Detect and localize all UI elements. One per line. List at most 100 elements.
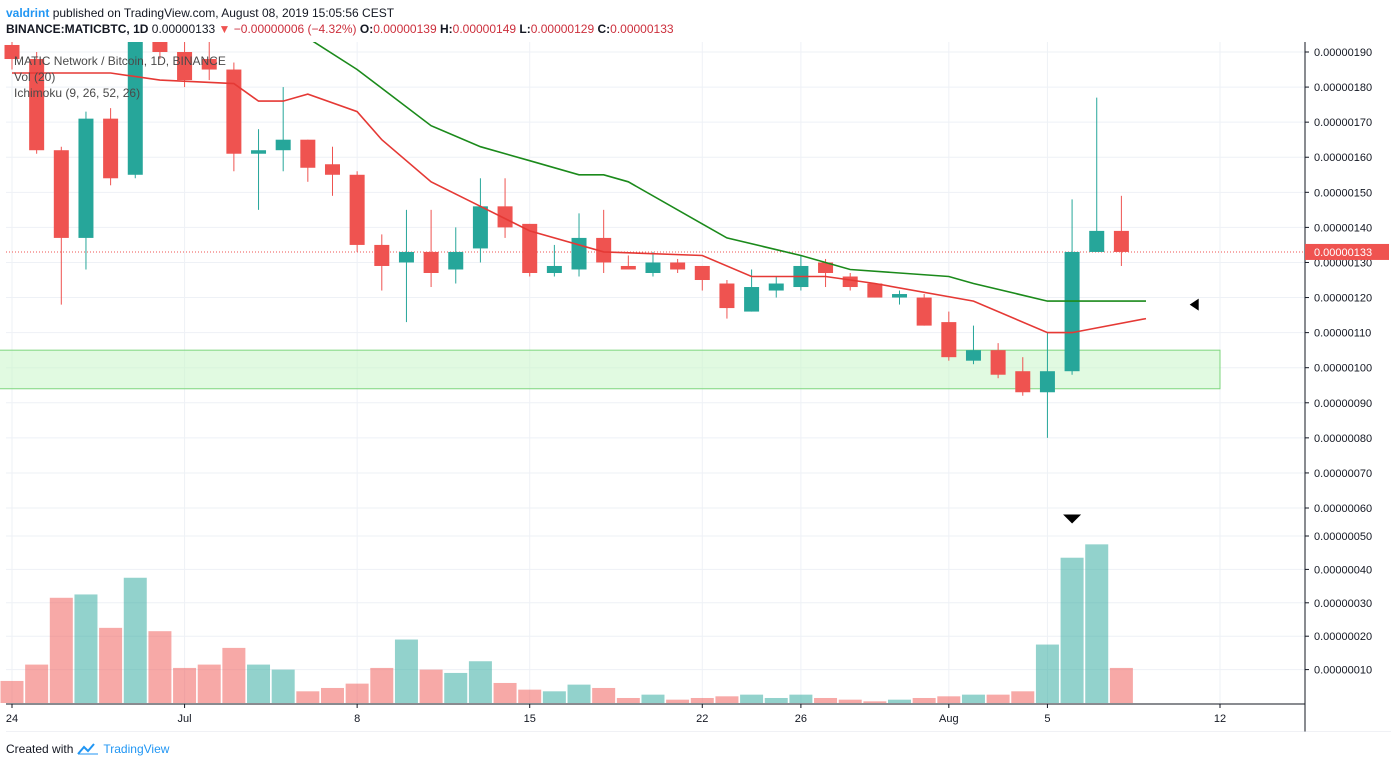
candle-body <box>29 59 45 151</box>
candle-body <box>1064 251 1080 372</box>
price-tick-label: 0.00000190 <box>1314 47 1372 59</box>
candle-body <box>152 42 168 52</box>
candle <box>398 209 414 323</box>
volume-bar <box>888 699 912 703</box>
volume-bar <box>25 664 49 703</box>
candle-body <box>472 206 488 249</box>
candle <box>201 42 217 81</box>
ohlc-header: BINANCE:MATICBTC, 1D 0.00000133 ▼ −0.000… <box>6 22 674 36</box>
candle <box>768 276 784 298</box>
candle <box>29 52 45 154</box>
symbol-label: BINANCE:MATICBTC, 1D <box>6 22 149 36</box>
candle <box>793 255 809 291</box>
support-zone <box>0 349 1221 390</box>
open-label: O: <box>359 22 374 36</box>
legend-volume[interactable]: Vol (20) <box>14 70 56 84</box>
candle-body <box>965 350 981 361</box>
candle <box>546 244 562 277</box>
candle <box>472 178 488 263</box>
ichimoku-base-line <box>312 42 1146 302</box>
candle <box>497 178 513 238</box>
candle-body <box>990 350 1006 375</box>
volume-bar <box>296 691 320 703</box>
candle-body <box>300 139 316 168</box>
candle <box>670 258 686 273</box>
candle-body <box>867 283 883 298</box>
candle <box>645 251 661 277</box>
volume-bar <box>370 667 394 703</box>
volume-tick-label: 0.00000050 <box>1314 531 1372 543</box>
time-tick-label: 12 <box>1214 713 1226 725</box>
candle-body <box>1039 371 1055 393</box>
price-tick-label: 0.00000170 <box>1314 117 1372 129</box>
price-axis: 0.00000060 0.00000070 0.00000080 0.00000090… <box>1305 47 1372 677</box>
time-axis: 24 Jul 8 15 22 26 Aug 5 12 <box>6 704 1226 725</box>
candle-body <box>522 223 538 273</box>
candle <box>300 139 316 182</box>
price-tick-label: 0.00000090 <box>1314 398 1372 410</box>
candle-body <box>916 297 932 326</box>
candle-body <box>349 174 365 245</box>
candle <box>1015 357 1031 396</box>
volume-bar <box>863 701 887 703</box>
time-tick-label: 8 <box>354 713 360 725</box>
volume-bar <box>814 697 838 703</box>
candle <box>867 283 883 298</box>
volume-bar <box>1085 544 1109 703</box>
candle-body <box>596 237 612 263</box>
volume-bar <box>937 696 961 703</box>
candle-body <box>497 206 513 228</box>
created-with-label: Created with <box>6 742 74 756</box>
volume-bar <box>1011 691 1035 703</box>
time-tick-label: 5 <box>1044 713 1050 725</box>
candle-body <box>842 276 858 288</box>
volume-bar <box>148 631 172 703</box>
legend-ichimoku[interactable]: Ichimoku (9, 26, 52, 26) <box>14 86 141 100</box>
volume-bar <box>419 669 443 703</box>
price-tick-label: 0.00000130 <box>1314 257 1372 269</box>
volume-bar <box>444 672 468 703</box>
candle-body <box>251 150 267 154</box>
price-tick-label: 0.00000140 <box>1314 222 1372 234</box>
candle-body <box>448 251 464 270</box>
volume-bar <box>715 696 739 703</box>
candle-body <box>1089 230 1105 252</box>
volume-bar <box>838 699 862 703</box>
candle-body <box>941 322 957 358</box>
candle-body <box>226 69 242 154</box>
candle <box>694 265 710 291</box>
publish-info: valdrint published on TradingView.com, A… <box>6 6 394 20</box>
price-tick-label: 0.00000160 <box>1314 152 1372 164</box>
candle <box>522 223 538 277</box>
volume-bar <box>690 697 714 703</box>
brand-link[interactable]: TradingView <box>103 742 170 756</box>
volume-bar <box>1109 667 1133 703</box>
volume-bar <box>1060 557 1084 703</box>
candle <box>324 146 340 196</box>
author-name[interactable]: valdrint <box>6 6 50 20</box>
volume-tick-label: 0.00000040 <box>1314 564 1372 576</box>
candle <box>916 294 932 326</box>
candle <box>941 311 957 361</box>
candle-body <box>719 283 735 309</box>
candle <box>1089 97 1105 252</box>
current-price-tag-label: 0.00000133 <box>1314 247 1372 259</box>
price-tick-label: 0.00000150 <box>1314 187 1372 199</box>
high-label: H: <box>439 22 453 36</box>
candle <box>423 209 439 288</box>
price-chart[interactable]: 0.00000060 0.00000070 0.00000080 0.00000090… <box>0 42 1391 732</box>
time-tick-label: 15 <box>524 713 536 725</box>
candle-body <box>324 164 340 175</box>
price-tick-label: 0.00000120 <box>1314 293 1372 305</box>
price-tick-label: 0.00000080 <box>1314 433 1372 445</box>
price-tick-label: 0.00000100 <box>1314 363 1372 375</box>
price-tick-label: 0.00000180 <box>1314 82 1372 94</box>
candle <box>127 42 143 179</box>
volume-bar <box>518 689 542 703</box>
volume-bar <box>222 647 246 703</box>
volume-bar <box>912 697 936 703</box>
volume-bar <box>173 667 197 703</box>
volume-tick-label: 0.00000010 <box>1314 665 1372 677</box>
candle-body <box>546 265 562 273</box>
volume-bar <box>247 664 271 703</box>
